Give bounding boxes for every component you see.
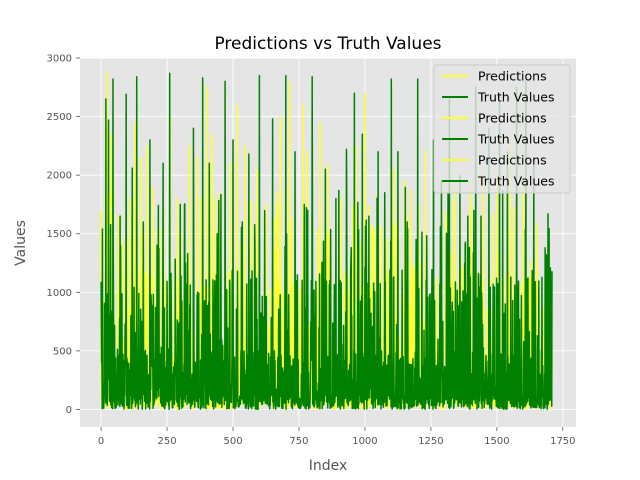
y-tick-label-2500: 2500 [47, 112, 72, 123]
y-tick-label-0: 0 [66, 405, 72, 416]
series-layer [100, 71, 553, 411]
series-line-truth-values [100, 72, 553, 411]
legend: Predictions Truth Values Predictions Tru… [433, 64, 571, 194]
y-tick-label-1000: 1000 [47, 288, 72, 299]
legend-label-predictions-3: Predictions [478, 153, 547, 168]
x-tick-label-0: 0 [98, 436, 104, 447]
x-tick-label-1250: 1250 [418, 436, 443, 447]
y-tick-label-2000: 2000 [47, 171, 72, 182]
y-tick-label-500: 500 [53, 346, 72, 357]
y-axis-label: Values [13, 220, 29, 266]
legend-label-truth-2: Truth Values [477, 132, 555, 147]
x-tick-label-500: 500 [223, 436, 242, 447]
x-axis-label: Index [309, 458, 348, 474]
legend-label-predictions-1: Predictions [478, 69, 547, 84]
chart-title: Predictions vs Truth Values [214, 34, 441, 54]
legend-label-truth-1: Truth Values [477, 90, 555, 105]
legend-label-truth-3: Truth Values [477, 174, 555, 189]
x-tick-label-1750: 1750 [550, 436, 575, 447]
x-tick-label-250: 250 [158, 436, 177, 447]
ticks: 0 250 500 750 1000 1250 1500 1750 0 500 1000 1500 20… [47, 54, 576, 448]
y-tick-label-1500: 1500 [47, 229, 72, 240]
x-tick-label-1500: 1500 [484, 436, 509, 447]
y-tick-label-3000: 3000 [47, 54, 72, 65]
x-tick-label-750: 750 [289, 436, 308, 447]
legend-label-predictions-2: Predictions [478, 111, 547, 126]
x-tick-label-1000: 1000 [352, 436, 377, 447]
